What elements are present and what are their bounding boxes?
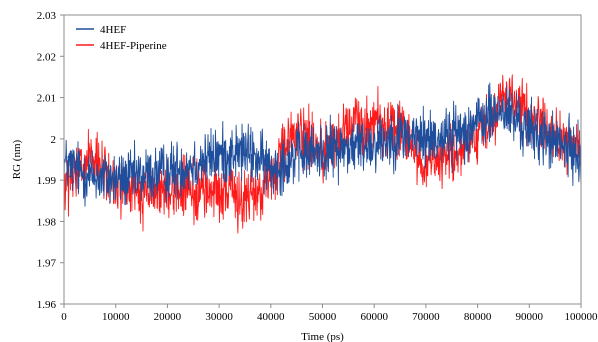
x-tick-label: 50000 — [309, 311, 337, 323]
x-axis-label: Time (ps) — [301, 331, 344, 342]
x-tick-label: 10000 — [102, 311, 130, 323]
legend: 4HEF 4HEF-Piperine — [76, 24, 167, 52]
x-tick-label: 80000 — [464, 311, 492, 323]
legend-label-4hef-piperine: 4HEF-Piperine — [100, 40, 167, 52]
y-tick-label: 2.02 — [37, 51, 56, 63]
x-tick-label: 60000 — [360, 311, 388, 323]
y-tick-label: 1.99 — [37, 175, 57, 187]
y-tick-label: 2 — [51, 134, 57, 146]
y-tick-label: 1.96 — [37, 299, 57, 311]
y-tick-label: 2.01 — [37, 93, 56, 105]
y-tick-label: 1.98 — [37, 216, 57, 228]
x-tick-label: 70000 — [412, 311, 440, 323]
x-tick-label: 100000 — [565, 311, 598, 323]
x-tick-label: 30000 — [205, 311, 233, 323]
x-tick-label: 20000 — [154, 311, 182, 323]
x-axis: 0 10000 20000 30000 40000 50000 60000 70000 8000… — [61, 304, 598, 323]
series-line-4hef — [63, 82, 582, 207]
series-layer — [63, 74, 582, 234]
y-tick-label: 1.97 — [37, 258, 57, 270]
y-axis-label: RG (nm) — [11, 139, 23, 179]
y-axis: 1.96 1.97 1.98 1.99 2 2.01 2.02 2.03 — [37, 10, 64, 311]
legend-label-4hef: 4HEF — [100, 24, 126, 36]
x-tick-label: 90000 — [516, 311, 544, 323]
y-tick-label: 2.03 — [37, 10, 57, 22]
x-tick-label: 40000 — [257, 311, 285, 323]
x-tick-label: 0 — [61, 311, 67, 323]
